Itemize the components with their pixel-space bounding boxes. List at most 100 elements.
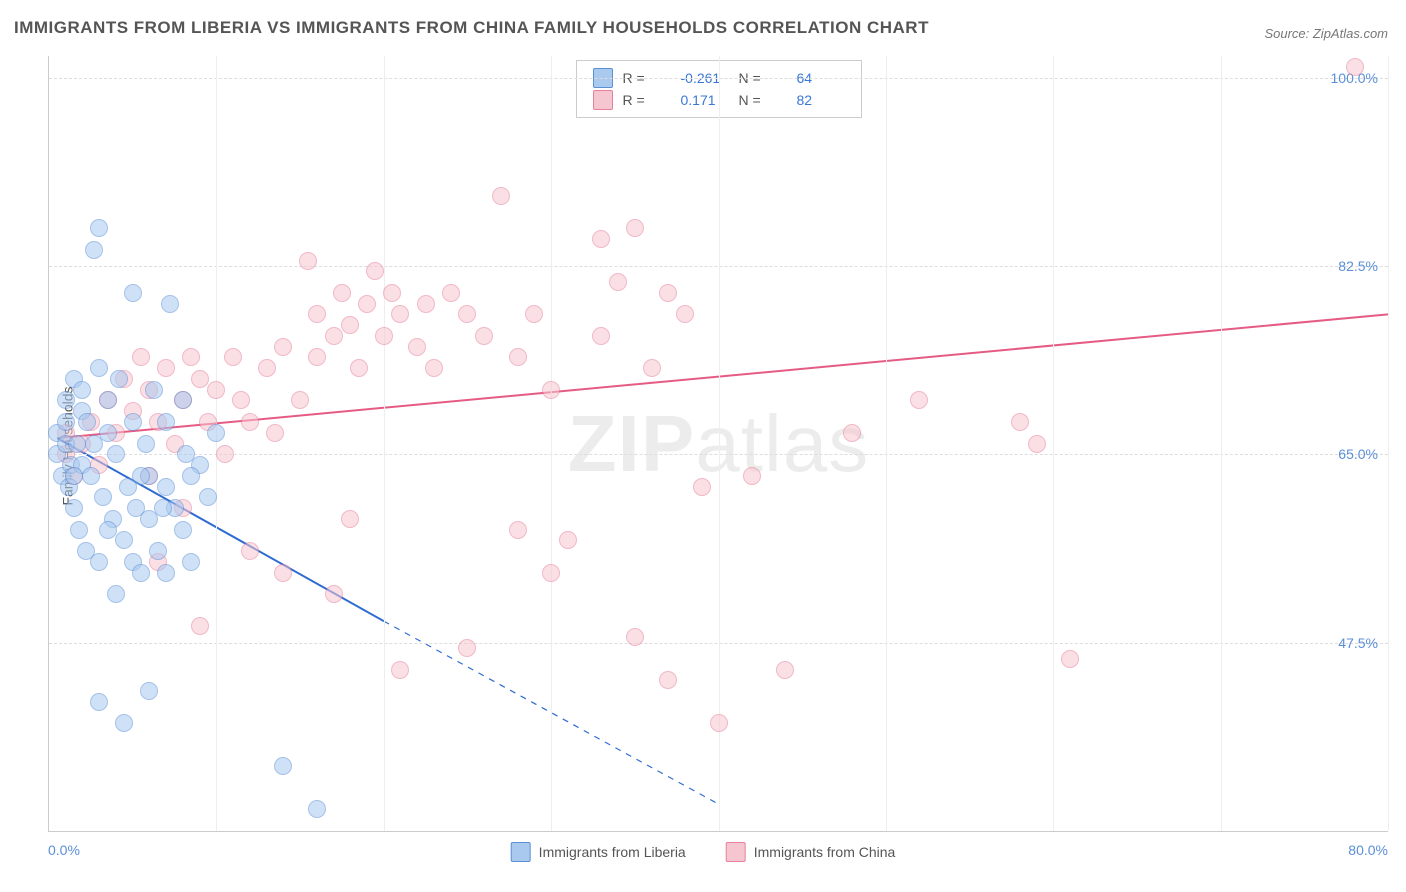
grid-line-v <box>216 56 217 831</box>
data-point <box>274 338 292 356</box>
data-point <box>182 553 200 571</box>
data-point <box>341 510 359 528</box>
data-point <box>743 467 761 485</box>
data-point <box>492 187 510 205</box>
legend-item-liberia: Immigrants from Liberia <box>511 842 686 862</box>
data-point <box>417 295 435 313</box>
swatch-pink-icon <box>726 842 746 862</box>
data-point <box>157 413 175 431</box>
data-point <box>145 381 163 399</box>
data-point <box>592 327 610 345</box>
data-point <box>82 467 100 485</box>
data-point <box>99 521 117 539</box>
data-point <box>65 499 83 517</box>
data-point <box>157 478 175 496</box>
data-point <box>592 230 610 248</box>
data-point <box>710 714 728 732</box>
data-point <box>110 370 128 388</box>
chart-title: IMMIGRANTS FROM LIBERIA VS IMMIGRANTS FR… <box>14 18 929 38</box>
data-point <box>659 284 677 302</box>
data-point <box>274 757 292 775</box>
data-point <box>70 521 88 539</box>
data-point <box>73 381 91 399</box>
data-point <box>308 348 326 366</box>
data-point <box>65 467 83 485</box>
x-tick-max: 80.0% <box>1348 842 1388 858</box>
data-point <box>90 219 108 237</box>
data-point <box>509 348 527 366</box>
data-point <box>626 628 644 646</box>
y-tick-label: 65.0% <box>1338 446 1378 462</box>
grid-line-v <box>1221 56 1222 831</box>
data-point <box>475 327 493 345</box>
data-point <box>776 661 794 679</box>
chart-container: IMMIGRANTS FROM LIBERIA VS IMMIGRANTS FR… <box>0 0 1406 892</box>
data-point <box>68 435 86 453</box>
data-point <box>182 348 200 366</box>
data-point <box>542 564 560 582</box>
data-point <box>391 305 409 323</box>
data-point <box>157 359 175 377</box>
data-point <box>140 682 158 700</box>
data-point <box>115 714 133 732</box>
data-point <box>90 553 108 571</box>
data-point <box>132 467 150 485</box>
data-point <box>341 316 359 334</box>
data-point <box>124 284 142 302</box>
plot-area: ZIPatlas R = -0.261 N = 64 R = 0.171 N =… <box>48 56 1388 832</box>
grid-line-v <box>886 56 887 831</box>
data-point <box>299 252 317 270</box>
legend-item-china: Immigrants from China <box>726 842 896 862</box>
legend-series: Immigrants from Liberia Immigrants from … <box>511 842 896 862</box>
data-point <box>308 800 326 818</box>
swatch-pink-icon <box>593 90 613 110</box>
data-point <box>258 359 276 377</box>
data-point <box>525 305 543 323</box>
data-point <box>266 424 284 442</box>
data-point <box>458 305 476 323</box>
grid-line-v <box>384 56 385 831</box>
data-point <box>383 284 401 302</box>
data-point <box>157 564 175 582</box>
data-point <box>333 284 351 302</box>
data-point <box>308 305 326 323</box>
data-point <box>232 391 250 409</box>
data-point <box>609 273 627 291</box>
data-point <box>325 585 343 603</box>
data-point <box>191 370 209 388</box>
data-point <box>408 338 426 356</box>
source-label: Source: ZipAtlas.com <box>1264 26 1388 41</box>
data-point <box>366 262 384 280</box>
data-point <box>910 391 928 409</box>
x-tick-min: 0.0% <box>48 842 80 858</box>
data-point <box>90 693 108 711</box>
data-point <box>78 413 96 431</box>
data-point <box>1061 650 1079 668</box>
data-point <box>843 424 861 442</box>
data-point <box>458 639 476 657</box>
data-point <box>1346 58 1364 76</box>
data-point <box>161 295 179 313</box>
data-point <box>57 391 75 409</box>
data-point <box>149 542 167 560</box>
data-point <box>182 467 200 485</box>
data-point <box>350 359 368 377</box>
data-point <box>57 413 75 431</box>
data-point <box>132 348 150 366</box>
data-point <box>291 391 309 409</box>
grid-line-v <box>1388 56 1389 831</box>
data-point <box>676 305 694 323</box>
data-point <box>442 284 460 302</box>
data-point <box>693 478 711 496</box>
data-point <box>137 435 155 453</box>
data-point <box>375 327 393 345</box>
data-point <box>626 219 644 237</box>
grid-line-v <box>1053 56 1054 831</box>
data-point <box>107 445 125 463</box>
data-point <box>191 617 209 635</box>
data-point <box>358 295 376 313</box>
data-point <box>207 381 225 399</box>
data-point <box>391 661 409 679</box>
data-point <box>542 381 560 399</box>
swatch-blue-icon <box>511 842 531 862</box>
